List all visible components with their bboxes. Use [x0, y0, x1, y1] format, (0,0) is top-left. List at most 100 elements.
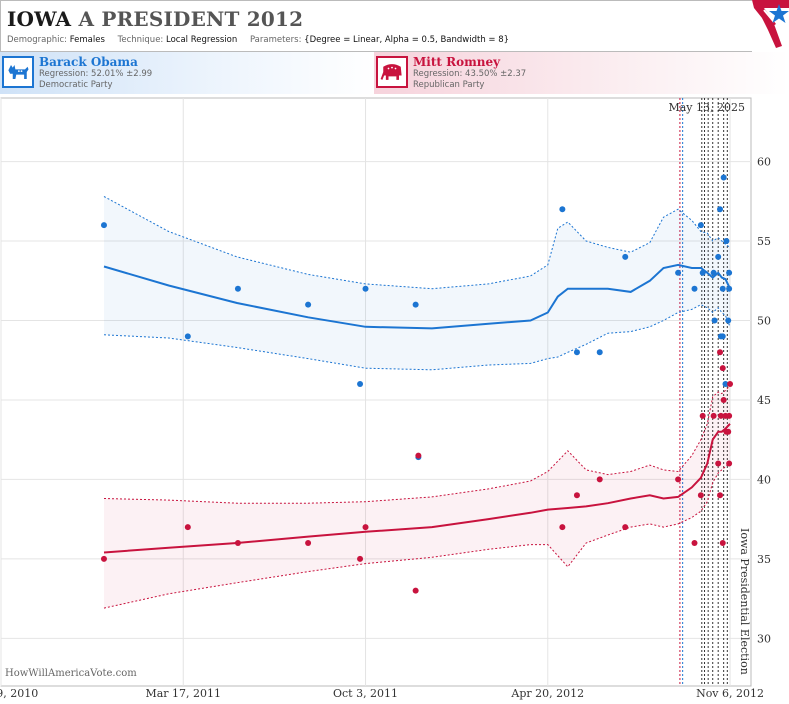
data-point: [412, 301, 419, 308]
data-point: [305, 301, 312, 308]
party-name: Republican Party: [413, 80, 485, 90]
data-point: [726, 285, 733, 292]
page-title: IOWA A PRESIDENT 2012: [7, 7, 303, 31]
data-point: [357, 381, 364, 388]
trend-line: [103, 263, 731, 330]
y-tick-label: 55: [757, 235, 771, 248]
current-date-label: May 13, 2025: [668, 101, 745, 114]
data-point: [719, 365, 726, 372]
data-point: [720, 396, 727, 403]
data-point: [305, 539, 312, 546]
param-key: Technique:: [117, 35, 164, 45]
plot-area: [0, 97, 752, 687]
y-tick-label: 45: [757, 394, 771, 407]
param-value-technique: Local Regression: [166, 35, 238, 45]
party-name: Democratic Party: [39, 80, 113, 90]
data-point: [622, 253, 629, 260]
legend-item-obama: Barack Obama Regression: 52.01% ±2.99 De…: [0, 52, 376, 94]
site-watermark: HowWillAmericaVote.com: [5, 668, 137, 679]
data-point: [723, 238, 730, 245]
candidate-name: Barack Obama: [39, 55, 138, 69]
data-point: [234, 539, 241, 546]
data-point: [727, 381, 734, 388]
data-point: [719, 285, 726, 292]
data-point: [710, 412, 717, 419]
y-tick-label: 50: [757, 314, 771, 327]
data-point: [725, 317, 732, 324]
data-point: [697, 222, 704, 229]
data-point: [362, 285, 369, 292]
data-point: [717, 492, 724, 499]
data-point: [719, 539, 726, 546]
data-point: [726, 460, 733, 467]
data-point: [719, 333, 726, 340]
data-point: [622, 524, 629, 531]
upper-bound-line: [103, 196, 731, 290]
data-point: [717, 349, 724, 356]
data-point: [412, 587, 419, 594]
param-key: Parameters:: [249, 35, 302, 45]
data-point: [596, 349, 603, 356]
x-tick-label: Nov 6, 2012: [696, 687, 764, 700]
data-point: [691, 539, 698, 546]
data-point: [717, 412, 724, 419]
elephant-icon: [376, 56, 408, 88]
param-value-demographic: Females: [69, 35, 105, 45]
data-point: [710, 269, 717, 276]
data-point: [697, 492, 704, 499]
data-point: [722, 381, 729, 388]
data-point: [184, 524, 191, 531]
parameters-line: Demographic: Females Technique: Local Re…: [7, 35, 519, 45]
x-tick-label: Mar 17, 2011: [145, 687, 221, 700]
y-tick-label: 30: [757, 632, 771, 645]
y-tick-label: 35: [757, 553, 771, 566]
data-point: [184, 333, 191, 340]
poll-chart: 30 35 40 45 50 55 60 Aug 29, 2010 Mar 17, 2011 Oc…: [0, 97, 771, 700]
data-point: [573, 492, 580, 499]
data-point: [725, 428, 732, 435]
param-key: Demographic:: [7, 35, 68, 45]
chart-header: IOWA A PRESIDENT 2012 Demographic: Femal…: [0, 0, 752, 52]
data-point: [715, 253, 722, 260]
title-state: IOWA: [7, 7, 72, 31]
data-point: [699, 412, 706, 419]
confidence-band: [104, 385, 730, 609]
series-barack-obama: [100, 174, 733, 461]
data-point: [573, 349, 580, 356]
title-race: A PRESIDENT 2012: [78, 7, 304, 31]
regression-value: Regression: 43.50% ±2.37: [413, 69, 527, 79]
confidence-band: [104, 196, 730, 370]
donkey-icon: [2, 56, 34, 88]
data-point: [559, 524, 566, 531]
data-point: [675, 476, 682, 483]
legend-item-romney: Mitt Romney Regression: 43.50% ±2.37 Rep…: [374, 52, 789, 94]
regression-value: Regression: 52.01% ±2.99: [39, 69, 153, 79]
data-point: [559, 206, 566, 213]
upper-bound-line: [103, 385, 731, 504]
data-point: [691, 285, 698, 292]
flag-star-logo: [752, 0, 789, 48]
candidate-name: Mitt Romney: [413, 55, 501, 69]
data-point: [234, 285, 241, 292]
data-point: [415, 452, 422, 459]
y-tick-label: 60: [757, 156, 771, 169]
data-point: [675, 269, 682, 276]
data-point: [726, 269, 733, 276]
election-label: Iowa Presidential Election: [738, 528, 751, 675]
trend-line: [103, 423, 731, 554]
lower-bound-line: [103, 304, 731, 371]
data-point: [720, 174, 727, 181]
y-tick-label: 40: [757, 473, 771, 486]
series-mitt-romney: [100, 349, 734, 609]
x-tick-label: Apr 20, 2012: [510, 687, 584, 700]
data-point: [100, 555, 107, 562]
data-point: [699, 269, 706, 276]
data-point: [357, 555, 364, 562]
x-tick-label: Oct 3, 2011: [333, 687, 398, 700]
data-point: [596, 476, 603, 483]
data-point: [362, 524, 369, 531]
data-point: [717, 206, 724, 213]
x-tick-label: Aug 29, 2010: [0, 687, 38, 700]
data-point: [100, 222, 107, 229]
data-point: [726, 412, 733, 419]
